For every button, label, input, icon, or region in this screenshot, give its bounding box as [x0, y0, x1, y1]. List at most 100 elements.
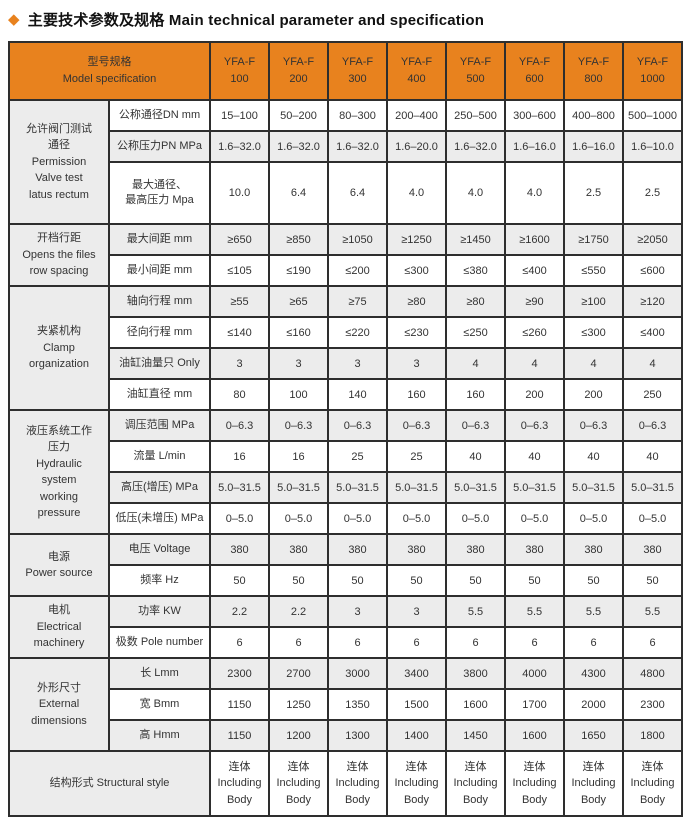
- param-label-line: 最高压力 Mpa: [125, 194, 194, 206]
- group-label-line: pressure: [37, 507, 81, 519]
- value-cell: 连体 Including Body: [209, 750, 270, 817]
- value-cell: 连体 Including Body: [563, 750, 624, 817]
- value-cell: 16: [209, 440, 270, 473]
- value-cell: 50: [622, 564, 683, 597]
- value-cell: ≤380: [445, 254, 506, 287]
- value-cell: 380: [209, 533, 270, 566]
- table-row: 径向行程 mm ≤140 ≤160 ≤220 ≤230 ≤250 ≤260 ≤300 ≤400: [9, 316, 683, 349]
- value-cell: 1.6–20.0: [386, 130, 447, 163]
- group-label-line: 开档行距: [37, 232, 81, 245]
- value-cell: 0–6.3: [327, 409, 388, 442]
- param-label-line: 最小间距 mm: [126, 264, 193, 277]
- value-cell: 25: [327, 440, 388, 473]
- value-cell: ≥80: [386, 285, 447, 318]
- param-label: 流量 L/min: [108, 440, 211, 473]
- page-title: ◆ 主要技术参数及规格 Main technical parameter and…: [8, 9, 681, 30]
- value-cell: 400–800: [563, 99, 624, 132]
- param-label: 最大间距 mm: [108, 223, 211, 256]
- value-cell: 5.0–31.5: [327, 471, 388, 504]
- table-row: 液压系统工作 压力 Hydraulic system working pressure 调压…: [8, 409, 683, 535]
- group-label-line: dimensions: [31, 714, 87, 727]
- value-cell: 0–5.0: [209, 502, 270, 535]
- model-column-header: YFA-F 400: [386, 41, 447, 101]
- value-cell: 0–5.0: [327, 502, 388, 535]
- value-cell: 4.0: [386, 161, 447, 225]
- model-column-header: YFA-F 200: [268, 41, 329, 101]
- table-row-structural-style: 结构形式 Structural style 连体 Including Body 连体 In…: [8, 750, 683, 817]
- model-spec-header-zh: 型号规格: [87, 55, 132, 68]
- param-label-line: 最大通径、: [132, 179, 187, 192]
- value-cell: 6: [327, 626, 388, 659]
- value-cell: 16: [268, 440, 329, 473]
- value-cell-line: 连体: [228, 760, 251, 773]
- value-cell: 1650: [563, 719, 624, 752]
- param-label-line: 电压 Voltage: [128, 543, 191, 556]
- value-cell: 4: [504, 347, 565, 380]
- value-cell-line: Including: [394, 777, 439, 790]
- value-cell: 5.0–31.5: [504, 471, 565, 504]
- value-cell: 连体 Including Body: [327, 750, 388, 817]
- value-cell: ≥1250: [386, 223, 447, 256]
- value-cell: 6: [563, 626, 624, 659]
- diamond-icon: ◆: [8, 11, 20, 28]
- value-cell: ≤600: [622, 254, 683, 287]
- value-cell-line: Body: [403, 793, 430, 806]
- table-row: 频率 Hz 50 50 50 50 50 50 50 50: [9, 564, 683, 597]
- value-cell: 3400: [386, 657, 447, 690]
- param-label-line: 功率 KW: [138, 605, 181, 618]
- model-column-header: YFA-F 600: [504, 41, 565, 101]
- value-cell: ≥100: [563, 285, 624, 318]
- table-row: 允许阀门测试 通径 Permission Valve test latus rectum…: [8, 99, 683, 225]
- value-cell: 0–6.3: [504, 409, 565, 442]
- value-cell: ≥80: [445, 285, 506, 318]
- group-label-line: 液压系统工作: [26, 424, 92, 437]
- value-cell: 1.6–16.0: [563, 130, 624, 163]
- value-cell: 2000: [563, 688, 624, 721]
- value-cell: ≤190: [268, 254, 329, 287]
- model-column-header: YFA-F 100: [209, 41, 270, 101]
- param-label-line: 油缸直径 mm: [126, 388, 193, 401]
- table-row: 最小间距 mm ≤105 ≤190 ≤200 ≤300 ≤380 ≤400 ≤550 ≤600: [9, 254, 683, 287]
- table-row: 流量 L/min 16 16 25 25 40 40 40 40: [9, 440, 683, 473]
- value-cell-line: Body: [639, 793, 666, 806]
- param-label-line: 最大间距 mm: [126, 233, 193, 246]
- value-cell: ≤400: [504, 254, 565, 287]
- value-cell: 3: [268, 347, 329, 380]
- value-cell: 300–600: [504, 99, 565, 132]
- value-cell: 50–200: [268, 99, 329, 132]
- value-cell: 0–5.0: [445, 502, 506, 535]
- value-cell-line: Including: [276, 777, 321, 790]
- group-label-line: 电机: [48, 604, 70, 617]
- param-label-line: 高压(增压) MPa: [121, 481, 198, 494]
- param-label: 极数 Pole number: [108, 626, 211, 659]
- value-cell: ≥65: [268, 285, 329, 318]
- value-cell: 4: [622, 347, 683, 380]
- value-cell: 1450: [445, 719, 506, 752]
- group-label-line: organization: [29, 358, 89, 371]
- value-cell: 380: [445, 533, 506, 566]
- group-label-line: Electrical: [36, 620, 82, 633]
- value-cell: 2.2: [209, 595, 270, 628]
- value-cell: 3000: [327, 657, 388, 690]
- value-cell: 5.5: [504, 595, 565, 628]
- table-row: 最大通径、 最高压力 Mpa 10.0 6.4 6.4 4.0 4.0 4.0 2.5 2.5: [9, 161, 683, 225]
- param-label-line: 油缸油量只 Only: [119, 357, 200, 370]
- value-cell-line: Including: [630, 777, 675, 790]
- group-label: 夹紧机构 Clamp organization: [8, 285, 110, 411]
- value-cell-line: 连体: [641, 760, 664, 773]
- value-cell: 1.6–10.0: [622, 130, 683, 163]
- param-label-line: 极数 Pole number: [115, 636, 204, 649]
- param-label: 公称通径DN mm: [108, 99, 211, 132]
- param-label: 高 Hmm: [108, 719, 211, 752]
- param-label: 最大通径、最高压力 Mpa: [108, 161, 211, 225]
- value-cell: 380: [268, 533, 329, 566]
- group-label-line: row spacing: [29, 265, 89, 278]
- group-label-line: 允许阀门测试: [26, 122, 92, 135]
- value-cell: 3: [327, 347, 388, 380]
- value-cell: 4300: [563, 657, 624, 690]
- value-cell: 50: [209, 564, 270, 597]
- value-cell: 0–6.3: [563, 409, 624, 442]
- value-cell: 1250: [268, 688, 329, 721]
- value-cell: 1.6–32.0: [209, 130, 270, 163]
- param-label-line: 频率 Hz: [140, 574, 179, 587]
